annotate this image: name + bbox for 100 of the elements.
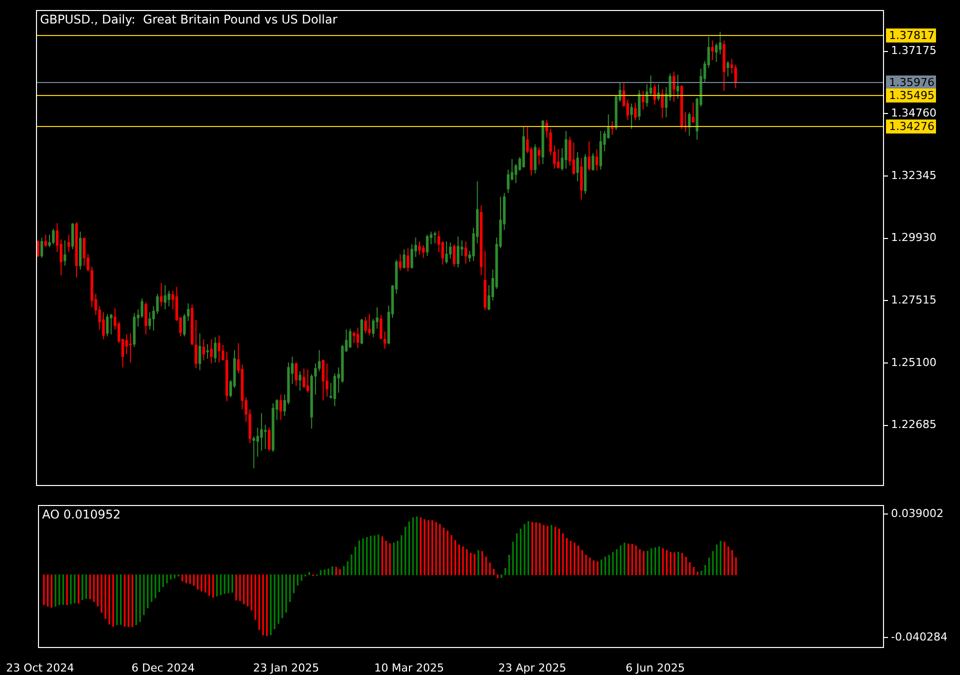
candlestick — [44, 234, 47, 248]
candlestick — [402, 248, 406, 270]
candlestick — [64, 240, 66, 266]
y-tick-label: 1.22685 — [891, 418, 936, 432]
candlestick — [445, 240, 448, 264]
candlestick — [718, 31, 722, 55]
candlestick — [372, 318, 375, 338]
candlestick — [661, 88, 664, 119]
x-tick-label: 6 Dec 2024 — [131, 661, 195, 674]
candlestick — [726, 60, 730, 77]
candlestick — [160, 282, 163, 307]
chart-title: GBPUSD., Daily: Great Britain Pound vs US Dollar — [40, 12, 338, 27]
candlestick — [206, 344, 209, 360]
candlestick — [222, 344, 224, 361]
candlestick — [125, 334, 128, 354]
candlestick — [692, 102, 695, 123]
candlestick — [36, 240, 40, 258]
candlestick — [260, 412, 263, 452]
candlestick — [434, 231, 436, 244]
y-tick-label: 1.32345 — [891, 168, 936, 182]
candlestick — [144, 302, 148, 335]
candlestick — [306, 368, 310, 394]
y-tick-label: 1.25100 — [891, 356, 936, 369]
candlestick — [380, 314, 382, 340]
y-tick-label: 1.29930 — [891, 231, 936, 244]
y-tick-label: 1.34760 — [891, 106, 936, 120]
candlestick — [464, 240, 468, 264]
candlestick — [82, 237, 86, 266]
candlestick — [410, 244, 414, 270]
candlestick — [102, 312, 105, 340]
candlestick — [364, 316, 367, 334]
candlestick — [322, 359, 324, 401]
candlestick — [422, 244, 425, 258]
candlestick — [202, 338, 206, 361]
candlestick — [129, 332, 132, 364]
candlestick — [198, 332, 202, 371]
y-tick-label: 0.039002 — [891, 506, 944, 520]
x-tick-label: 23 Jan 2025 — [253, 661, 320, 674]
ref-line-label: 1.37817 — [889, 28, 934, 42]
candlestick — [218, 334, 220, 364]
candlestick — [376, 306, 378, 330]
candlestick — [256, 427, 259, 458]
candlestick — [676, 74, 680, 100]
candlestick — [210, 338, 213, 364]
candlestick — [426, 234, 429, 256]
candlestick — [298, 370, 302, 392]
x-tick-label: 10 Mar 2025 — [374, 661, 444, 674]
candlestick — [168, 290, 170, 307]
candlestick — [588, 141, 590, 172]
candlestick — [71, 222, 74, 250]
candlestick — [634, 102, 637, 121]
candlestick — [672, 71, 676, 102]
candlestick — [576, 152, 579, 182]
candlestick — [592, 152, 594, 172]
candlestick — [360, 318, 364, 345]
candlestick — [302, 368, 306, 388]
candlestick — [564, 130, 568, 170]
candlestick — [580, 158, 583, 200]
candlestick — [534, 144, 536, 174]
candlestick — [506, 169, 510, 194]
candlestick — [556, 148, 560, 170]
candlestick — [715, 42, 718, 63]
candlestick — [140, 298, 144, 318]
candlestick — [418, 240, 421, 256]
candlestick — [194, 319, 198, 369]
candlestick — [252, 436, 256, 469]
candlestick — [642, 90, 644, 110]
candlestick — [549, 128, 552, 156]
candlestick — [268, 427, 271, 452]
candlestick — [596, 148, 598, 172]
candlestick — [449, 242, 452, 260]
candlestick — [384, 331, 386, 350]
x-tick-label: 6 Jun 2025 — [626, 661, 685, 674]
x-tick-label: 23 Oct 2024 — [6, 661, 74, 674]
candlestick — [456, 236, 460, 268]
candlestick — [630, 103, 633, 130]
chart-title: AO 0.010952 — [42, 508, 121, 522]
candlestick — [356, 327, 360, 349]
candlestick — [106, 313, 109, 337]
candlestick — [553, 144, 556, 170]
candlestick — [398, 254, 402, 272]
candlestick — [352, 331, 356, 344]
y-tick-label: 1.37175 — [891, 44, 936, 58]
candlestick — [333, 372, 336, 407]
candlestick — [711, 40, 714, 60]
candlestick — [538, 146, 540, 166]
ref-line-label: 1.34276 — [889, 120, 934, 133]
y-tick-label: 1.27515 — [891, 294, 936, 307]
candlestick — [326, 363, 328, 398]
candlestick — [279, 394, 282, 420]
candlestick — [264, 424, 267, 450]
candlestick — [214, 336, 217, 364]
candlestick — [452, 244, 456, 268]
candlestick — [294, 362, 298, 387]
candlestick — [734, 64, 737, 89]
candlestick — [657, 84, 660, 102]
x-tick-label: 23 Apr 2025 — [498, 661, 566, 674]
candlestick — [40, 237, 44, 258]
candlestick — [48, 234, 51, 248]
candlestick — [572, 142, 576, 176]
